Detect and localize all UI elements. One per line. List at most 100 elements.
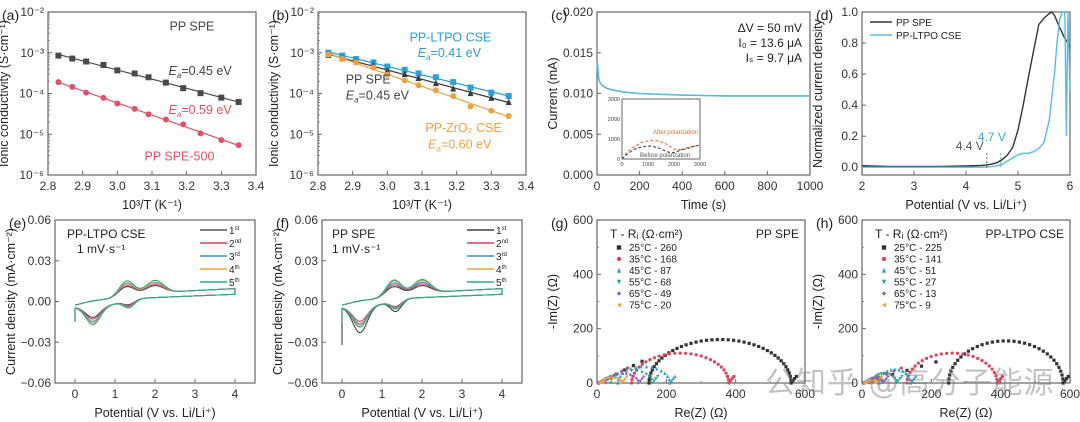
data-point [83, 89, 90, 96]
data-point [1059, 369, 1063, 373]
legend-label: 65°C - 13 [894, 289, 937, 300]
data-point [505, 98, 512, 105]
data-point [782, 362, 786, 366]
sample-label: PP SPE [756, 227, 799, 241]
y-tick-label: −0.06 [21, 376, 52, 390]
x-axis-label: 10³/T (K⁻¹) [122, 198, 182, 212]
legend-label: 25°C - 225 [894, 243, 942, 254]
data-point [652, 356, 656, 360]
y-axis-label: Ionic conductivity (S·cm⁻¹) [0, 20, 11, 167]
data-point [624, 374, 629, 379]
panel-label: (a) [2, 7, 19, 23]
current-trace [596, 62, 810, 97]
data-point [637, 381, 641, 385]
data-point [765, 348, 769, 353]
data-point [889, 373, 893, 377]
data-point [505, 92, 512, 99]
cv-cycle-4 [74, 281, 236, 324]
data-point [450, 79, 457, 86]
data-point [634, 376, 638, 380]
data-point [655, 366, 659, 371]
data-point [947, 381, 951, 385]
data-point [631, 364, 635, 368]
data-point [197, 130, 204, 137]
x-tick-label: 0 [339, 387, 346, 401]
data-point [704, 338, 709, 342]
legend-label: 55°C - 27 [894, 278, 937, 289]
data-point [626, 366, 630, 370]
data-point [984, 361, 988, 365]
data-point [131, 105, 138, 112]
data-point [724, 371, 728, 375]
cv-cycle-4 [341, 279, 503, 327]
data-point [673, 374, 677, 379]
x-tick-label: 2.8 [310, 179, 327, 193]
data-point [671, 376, 675, 381]
data-point [644, 372, 648, 376]
annotation: PP SPE-500 [144, 150, 214, 164]
annotation: Ea=0.45 eV [346, 89, 410, 105]
data-point [607, 376, 611, 380]
data-point [401, 70, 408, 78]
data-point [728, 379, 733, 383]
data-point [689, 341, 693, 345]
data-point [180, 85, 187, 92]
data-point [235, 98, 242, 105]
x-tick-label: 3.3 [483, 179, 500, 193]
data-point [616, 256, 622, 262]
inset-plot: 0 1000 2000 3000 0 1000 2000 3000 After polariza… [608, 97, 706, 168]
data-point [131, 70, 138, 77]
data-point [384, 63, 391, 70]
data-point [1037, 347, 1041, 351]
data-point [628, 373, 632, 377]
onset-label: 4.7 V [978, 130, 1006, 144]
data-point [881, 279, 887, 285]
data-point [488, 94, 495, 101]
y-tick-label: 1.0 [841, 5, 858, 19]
data-point [639, 364, 643, 369]
data-point [726, 338, 730, 342]
data-point [635, 369, 639, 373]
panel-label: (e) [9, 215, 26, 231]
data-point [488, 107, 495, 114]
data-point [885, 369, 889, 373]
data-point [732, 374, 736, 379]
x-tick-label: 200 [630, 179, 650, 193]
legend-label: 3rd [229, 252, 240, 263]
data-point [621, 379, 625, 383]
y-tick-label: 0.015 [563, 46, 593, 60]
data-point [667, 377, 671, 382]
data-point [384, 71, 391, 78]
data-point [891, 374, 895, 378]
x-tick-label: 3.4 [518, 179, 535, 193]
legend-label: 5th [229, 278, 240, 289]
y-tick-label: 600 [838, 213, 858, 227]
data-point [180, 121, 187, 128]
data-point [889, 367, 893, 372]
data-point [949, 369, 953, 373]
x-tick-label: 2 [419, 387, 426, 401]
data-point [893, 376, 897, 380]
data-point [1041, 349, 1045, 353]
data-point [663, 371, 667, 376]
data-point [1057, 365, 1061, 369]
data-point [467, 89, 474, 97]
data-point [69, 55, 76, 62]
y-tick-label: 0.8 [841, 36, 858, 50]
panel-label: (b) [272, 7, 289, 23]
data-point [996, 339, 1000, 343]
data-point [620, 371, 624, 376]
data-point [668, 380, 672, 385]
data-point [616, 245, 622, 250]
data-point [636, 378, 640, 383]
data-point [908, 380, 913, 385]
x-tick-label: 200 [921, 387, 941, 401]
y-tick-label: −0.06 [288, 376, 319, 390]
data-point [654, 377, 658, 381]
x-tick-label: 3.2 [178, 179, 195, 193]
panel-label: (g) [551, 215, 568, 231]
data-point [1066, 374, 1070, 379]
panel-b: 2.8 2.9 3.0 3.1 3.2 3.3 3.4 10⁻⁶ 10⁻⁵ 10⁻⁴ 10⁻³ 10⁻… [267, 5, 535, 212]
data-point [877, 380, 881, 385]
data-point [737, 339, 741, 343]
